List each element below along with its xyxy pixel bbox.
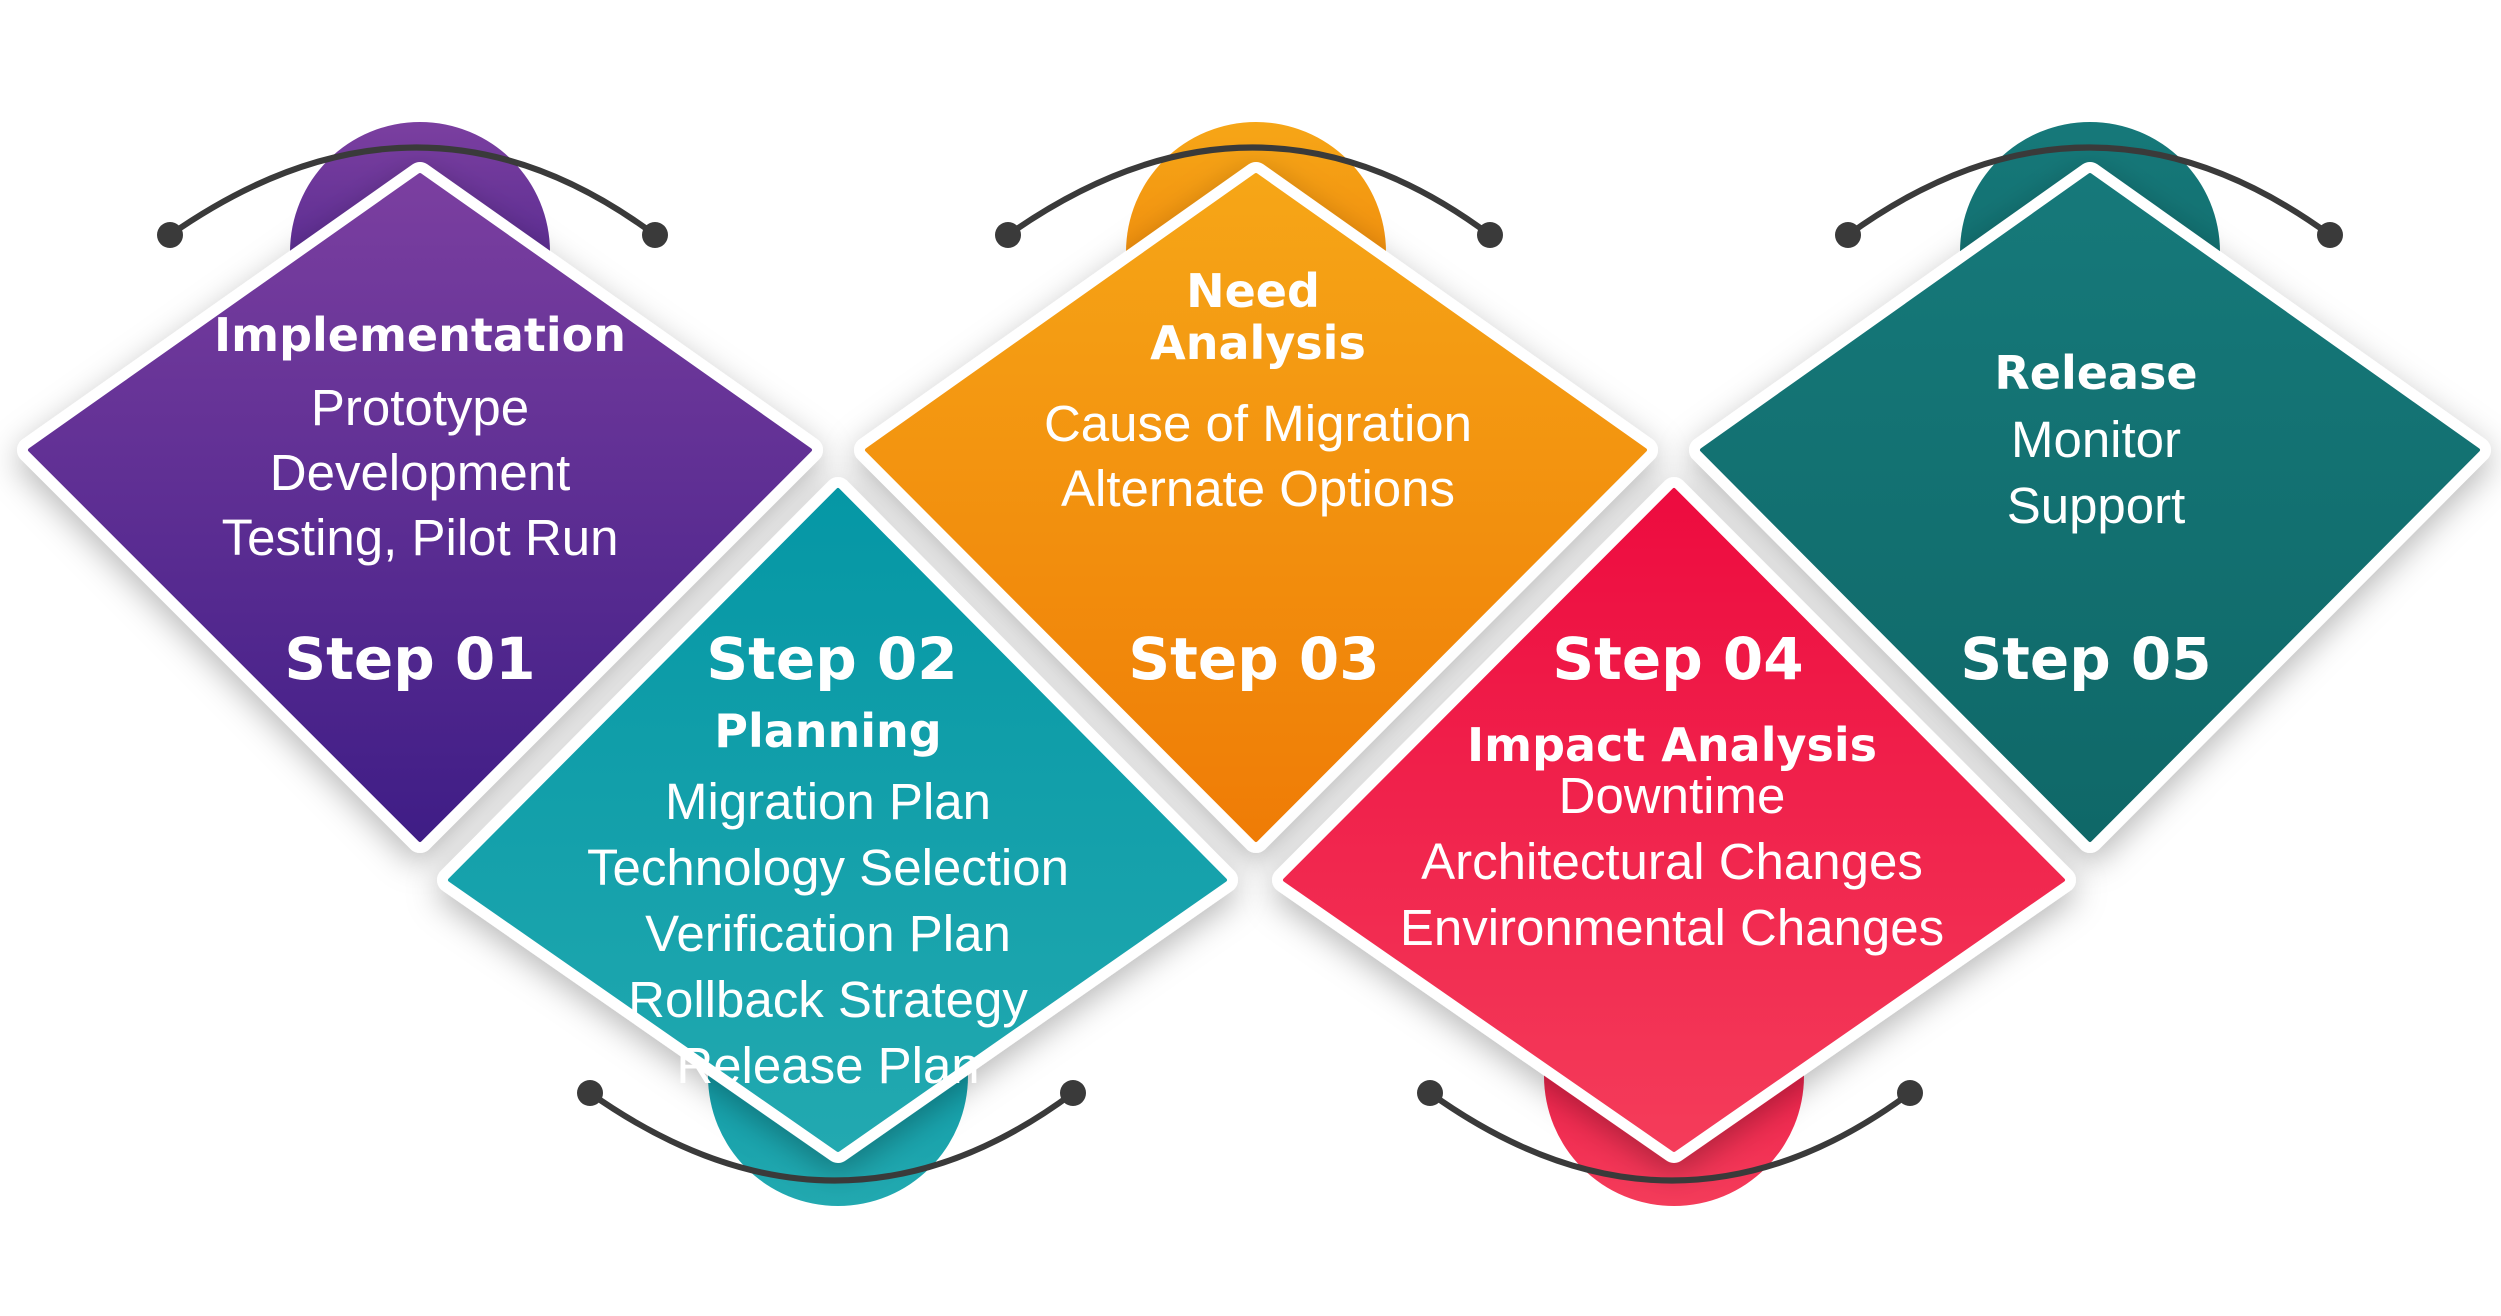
step-04-arc: [1417, 1080, 1923, 1184]
step-03-title-line: Analysis: [1150, 316, 1366, 370]
step-04-title: Impact Analysis: [1467, 718, 1877, 772]
step-01-shape: [17, 122, 823, 853]
step-04-item: Downtime: [1558, 767, 1786, 824]
step-05-label: Step 05: [1960, 625, 2212, 693]
step-05-shape: [1689, 122, 2491, 853]
step-03-arc: [995, 144, 1503, 248]
step-03-title-line: Need: [1186, 264, 1320, 318]
step-02-label: Step 02: [706, 625, 958, 693]
arc-endpoint-dot: [995, 222, 1021, 248]
step-05-item: Monitor: [2010, 411, 2182, 468]
arc-endpoint-dot: [1060, 1080, 1086, 1106]
step-03-item: Cause of Migration: [1043, 395, 1473, 452]
step-02-arc: [577, 1080, 1086, 1184]
arc-endpoint-dot: [642, 222, 668, 248]
step-01-label: Step 01: [284, 625, 536, 693]
step-05-title: Release: [1994, 346, 2198, 400]
step-01-item: Prototype: [310, 379, 530, 436]
step-05-item: Support: [2006, 477, 2186, 534]
step-02-item: Technology Selection: [587, 839, 1069, 896]
arc-endpoint-dot: [1897, 1080, 1923, 1106]
arc-endpoint-dot: [1417, 1080, 1443, 1106]
step-03-label: Step 03: [1128, 625, 1380, 693]
step-02-item: Migration Plan: [665, 773, 991, 830]
step-01-title: Implementation: [214, 308, 626, 362]
step-04-label: Step 04: [1552, 625, 1804, 693]
step-03-shape: [854, 122, 1658, 853]
step-01-arc: [157, 144, 668, 248]
arc-endpoint-dot: [157, 222, 183, 248]
step-04-shape: [1272, 477, 2076, 1206]
step-02-item: Verification Plan: [645, 905, 1011, 962]
step-02-shape: [437, 477, 1238, 1206]
step-01-item: Development: [269, 444, 571, 501]
step-02-item: Rollback Strategy: [628, 971, 1028, 1028]
arc-endpoint-dot: [1835, 222, 1861, 248]
step-05-arc: [1835, 144, 2343, 248]
step-04-item: Environmental Changes: [1399, 899, 1945, 956]
arc-endpoint-dot: [1477, 222, 1503, 248]
step-03-item: Alternate Options: [1060, 460, 1456, 517]
step-02-title: Planning: [714, 704, 942, 758]
arc-endpoint-dot: [2317, 222, 2343, 248]
step-01-item: Testing, Pilot Run: [221, 509, 619, 566]
step-04-item: Architectural Changes: [1421, 833, 1923, 890]
step-02-item: Release Plan: [676, 1037, 980, 1094]
arc-endpoint-dot: [577, 1080, 603, 1106]
